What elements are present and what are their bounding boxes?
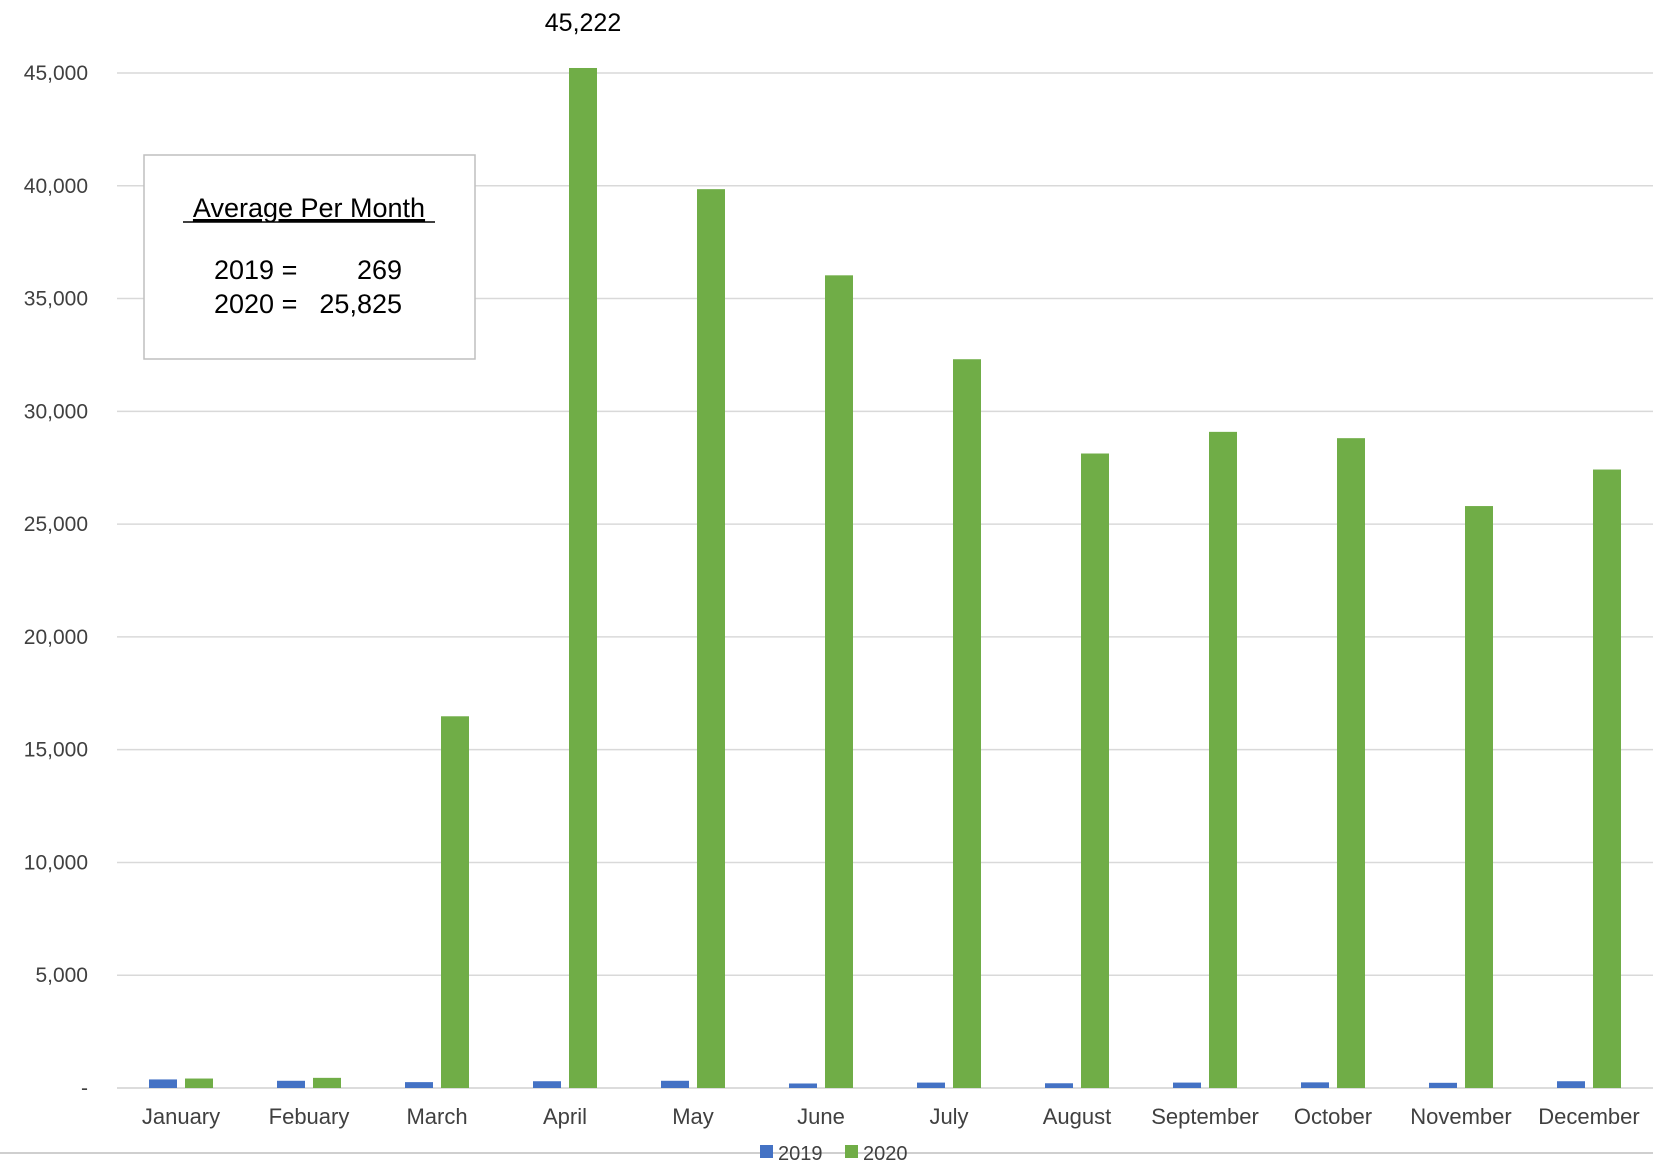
y-tick-label: 10,000 — [24, 851, 88, 874]
bar-2020-march — [441, 716, 469, 1088]
bar-2019-may — [661, 1080, 689, 1088]
bar-2019-september — [1173, 1082, 1201, 1088]
bar-2019-november — [1429, 1082, 1457, 1088]
y-tick-label: - — [81, 1077, 88, 1100]
gridlines — [117, 72, 1653, 1089]
y-tick-label: 15,000 — [24, 739, 88, 762]
bar-2020-november — [1465, 506, 1493, 1089]
x-tick-label: October — [1294, 1104, 1372, 1129]
bar-2020-october — [1337, 438, 1365, 1088]
bar-2019-january — [149, 1079, 177, 1088]
legend-label: 2019 — [778, 1143, 823, 1164]
x-axis-ticks: January Febuary March April May June July Augus… — [142, 1104, 1640, 1129]
average-2019-value: 269 — [357, 255, 402, 285]
x-tick-label: December — [1538, 1104, 1639, 1129]
bar-2020-december — [1593, 469, 1621, 1088]
legend-label: 2020 — [863, 1143, 908, 1164]
x-tick-label: June — [797, 1104, 845, 1129]
legend-swatch — [760, 1145, 773, 1158]
bar-2019-febuary — [277, 1080, 305, 1088]
bar-2020-july — [953, 359, 981, 1089]
y-axis-ticks: - 5,000 10,000 15,000 20,000 25,000 30,000 35,0… — [24, 62, 88, 1100]
bar-2020-febuary — [313, 1077, 341, 1088]
y-tick-label: 40,000 — [24, 175, 88, 198]
bar-2019-april — [533, 1081, 561, 1088]
x-tick-label: August — [1043, 1104, 1112, 1129]
data-labels: 45,222 — [545, 9, 621, 37]
average-title: Average Per Month — [193, 193, 425, 223]
y-tick-label: 5,000 — [35, 964, 88, 987]
y-tick-label: 20,000 — [24, 626, 88, 649]
legend: 2019 2020 — [760, 1143, 908, 1164]
data-label: 45,222 — [545, 9, 621, 37]
bar-2019-october — [1301, 1082, 1329, 1088]
y-tick-label: 25,000 — [24, 513, 88, 536]
bar-2019-june — [789, 1083, 817, 1088]
x-tick-label: Febuary — [269, 1104, 350, 1129]
bar-2020-may — [697, 189, 725, 1088]
bar-2020-september — [1209, 431, 1237, 1088]
x-tick-label: April — [543, 1104, 587, 1129]
bar-2020-january — [185, 1078, 213, 1088]
bar-2019-december — [1557, 1081, 1585, 1088]
x-tick-label: November — [1410, 1104, 1511, 1129]
y-tick-label: 30,000 — [24, 400, 88, 423]
bar-2019-march — [405, 1082, 433, 1088]
average-2020-value: 25,825 — [319, 289, 402, 319]
x-tick-label: July — [929, 1104, 968, 1129]
x-tick-label: January — [142, 1104, 220, 1129]
bar-2020-june — [825, 275, 853, 1088]
x-tick-label: September — [1151, 1104, 1259, 1129]
bar-2020-april — [569, 67, 597, 1088]
x-tick-label: March — [406, 1104, 467, 1129]
bars — [149, 67, 1621, 1089]
x-tick-label: May — [672, 1104, 714, 1129]
bar-2019-august — [1045, 1083, 1073, 1088]
y-tick-label: 35,000 — [24, 288, 88, 311]
y-tick-label: 45,000 — [24, 62, 88, 85]
bar-2019-july — [917, 1082, 945, 1088]
legend-swatch — [845, 1145, 858, 1158]
average-annotation-box: Average Per Month 2019 = 269 2020 = 25,8… — [143, 154, 476, 360]
average-2019-label: 2019 = — [214, 255, 297, 285]
average-2020-label: 2020 = — [214, 289, 297, 319]
bar-2020-august — [1081, 453, 1109, 1088]
